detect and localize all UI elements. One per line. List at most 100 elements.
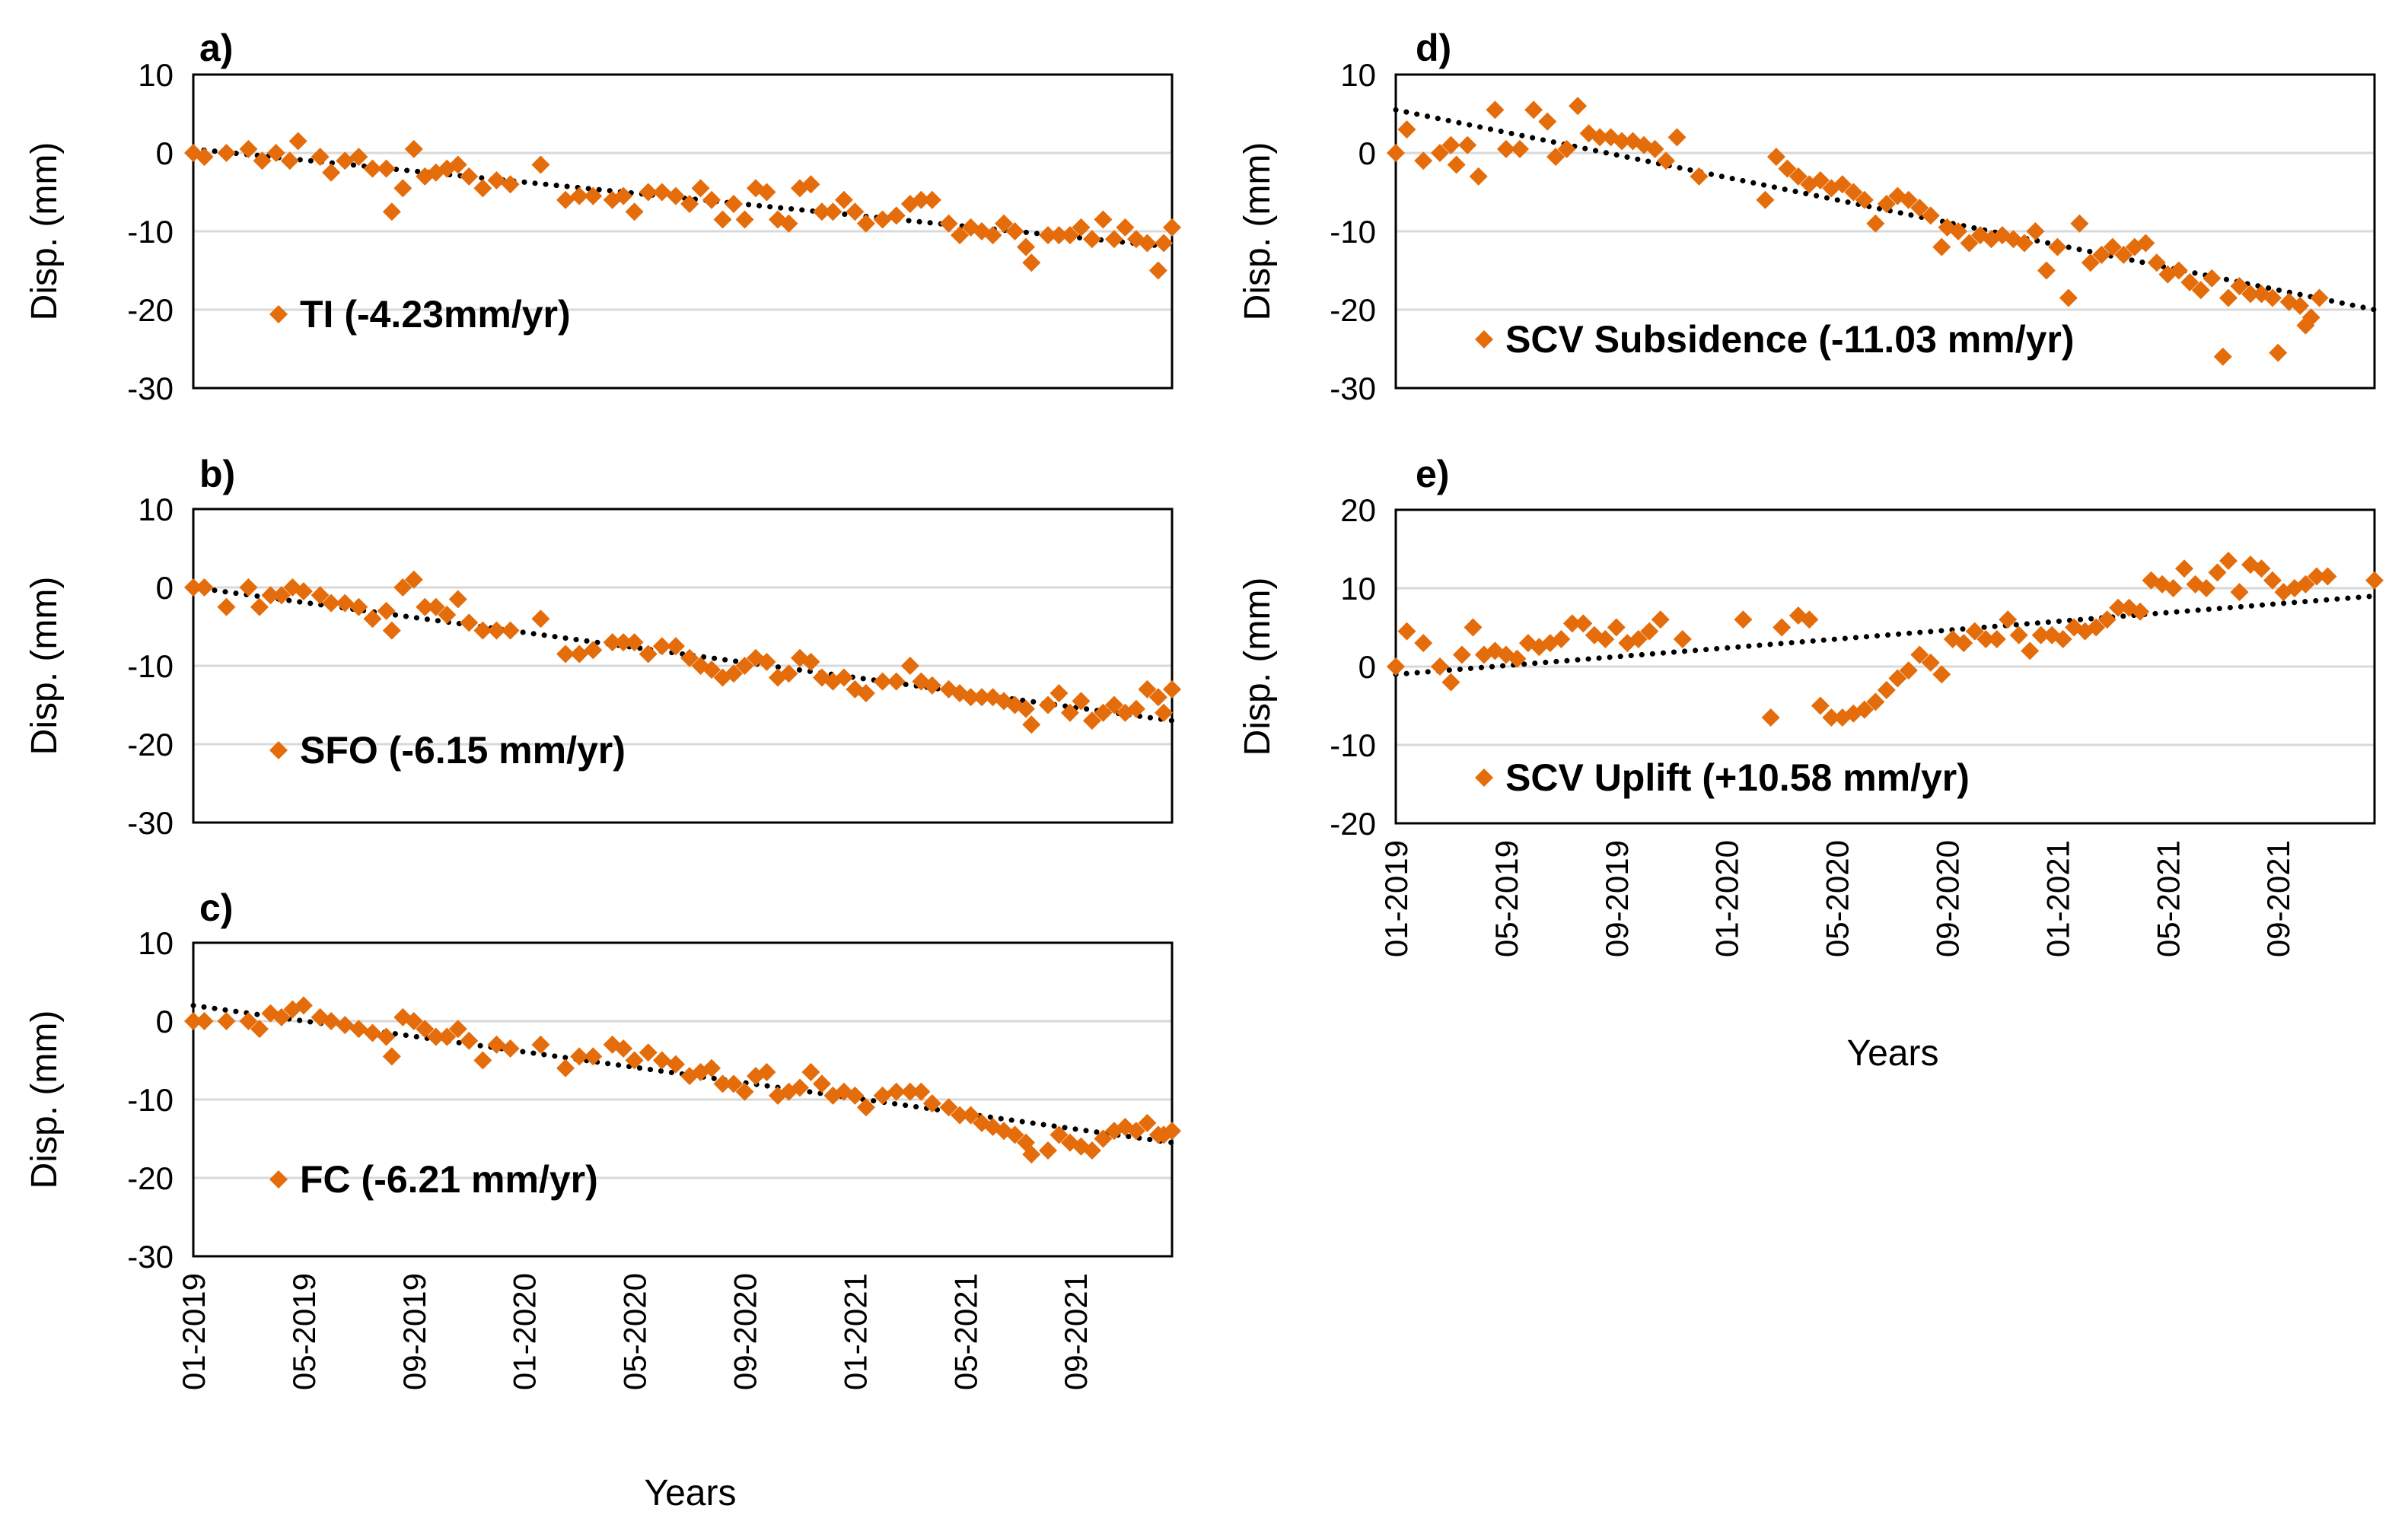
data-point bbox=[834, 190, 853, 209]
data-point bbox=[1017, 699, 1036, 718]
data-point bbox=[2291, 296, 2310, 315]
data-point bbox=[1557, 139, 1576, 158]
data-point bbox=[531, 155, 550, 174]
y-tick-label: -10 bbox=[127, 648, 174, 684]
data-point bbox=[702, 660, 721, 679]
data-point bbox=[1082, 1141, 1101, 1160]
data-point bbox=[1734, 610, 1753, 629]
data-point bbox=[531, 1035, 550, 1054]
data-point bbox=[961, 1106, 980, 1125]
data-point bbox=[311, 586, 330, 605]
data-point bbox=[2048, 237, 2067, 256]
data-point bbox=[195, 578, 214, 597]
data-point bbox=[448, 155, 467, 174]
data-point bbox=[556, 190, 575, 209]
data-point bbox=[1486, 100, 1505, 119]
data-point bbox=[887, 672, 906, 691]
data-point bbox=[614, 186, 633, 205]
data-point bbox=[2092, 245, 2111, 264]
panel-label: b) bbox=[199, 453, 235, 495]
data-point bbox=[1038, 226, 1057, 245]
data-point bbox=[1773, 618, 1792, 637]
data-point bbox=[1138, 679, 1157, 699]
data-point bbox=[812, 1074, 831, 1093]
panel-label: a) bbox=[199, 27, 233, 69]
data-point bbox=[2009, 625, 2028, 644]
data-point bbox=[2109, 598, 2128, 617]
data-point bbox=[951, 1106, 970, 1125]
data-point bbox=[393, 179, 412, 198]
y-tick-label: 10 bbox=[138, 57, 174, 93]
data-point bbox=[1877, 680, 1896, 699]
panel-label: d) bbox=[1416, 27, 1451, 69]
data-point bbox=[639, 183, 658, 202]
data-point bbox=[584, 1047, 603, 1066]
x-tick-label: 05-2021 bbox=[948, 1273, 983, 1390]
y-tick-label: -10 bbox=[1330, 214, 1376, 250]
data-point bbox=[1538, 112, 1557, 131]
data-point bbox=[1833, 175, 1852, 194]
data-point bbox=[217, 597, 236, 616]
y-tick-label: -20 bbox=[127, 292, 174, 328]
legend-marker bbox=[1475, 330, 1493, 348]
data-point bbox=[2087, 618, 2106, 637]
data-point bbox=[1645, 139, 1664, 158]
data-point bbox=[652, 1051, 671, 1070]
data-point bbox=[448, 590, 467, 609]
data-point bbox=[294, 582, 313, 601]
legend-marker bbox=[269, 305, 288, 323]
data-point bbox=[1447, 155, 1466, 174]
x-tick-label: 05-2020 bbox=[1820, 840, 1855, 957]
data-point bbox=[1524, 100, 1543, 119]
data-point bbox=[812, 202, 831, 221]
data-point bbox=[1430, 144, 1449, 162]
data-point bbox=[2263, 288, 2282, 307]
data-point bbox=[382, 621, 401, 640]
data-point bbox=[377, 159, 396, 178]
data-point bbox=[1877, 194, 1896, 213]
data-point bbox=[2219, 288, 2238, 307]
data-point bbox=[460, 1031, 479, 1050]
x-tick-label: 05-2019 bbox=[286, 1273, 322, 1390]
data-point bbox=[426, 597, 445, 616]
data-point bbox=[570, 644, 589, 664]
data-point bbox=[1022, 715, 1041, 734]
data-point bbox=[1960, 234, 1979, 253]
data-point bbox=[702, 1058, 721, 1077]
data-point bbox=[757, 652, 776, 671]
data-point bbox=[1138, 1113, 1157, 1132]
data-point bbox=[725, 664, 744, 683]
data-point bbox=[1788, 167, 1808, 186]
data-point bbox=[438, 1027, 457, 1046]
data-point bbox=[1155, 703, 1174, 722]
data-point bbox=[2015, 234, 2034, 253]
data-point bbox=[1022, 253, 1041, 272]
data-point bbox=[1844, 183, 1863, 202]
data-point bbox=[1899, 190, 1918, 209]
x-tick-label: 09-2021 bbox=[1058, 1273, 1094, 1390]
data-point bbox=[2269, 343, 2288, 362]
data-point bbox=[239, 578, 258, 597]
data-point bbox=[922, 1094, 941, 1113]
data-point bbox=[2131, 602, 2150, 621]
data-point bbox=[1546, 148, 1566, 167]
data-point bbox=[2318, 567, 2337, 586]
data-point bbox=[1469, 167, 1488, 186]
panel-a: 10 0 -10 -20 -30 Disp. (mm) a) TI (-4.23mm/yr) bbox=[24, 27, 1181, 406]
data-point bbox=[1082, 230, 1101, 249]
data-point bbox=[652, 183, 671, 202]
data-point bbox=[1060, 226, 1079, 245]
data-point bbox=[473, 621, 492, 640]
x-tick-label: 01-2020 bbox=[1709, 840, 1745, 957]
data-point bbox=[1640, 622, 1659, 641]
data-point bbox=[1910, 645, 1929, 664]
data-point bbox=[757, 183, 776, 202]
data-point bbox=[1397, 622, 1416, 641]
data-point bbox=[1569, 97, 1588, 116]
data-point bbox=[363, 1023, 382, 1042]
data-point bbox=[639, 1043, 658, 1062]
data-point bbox=[1954, 634, 1973, 653]
y-tick-label: -20 bbox=[127, 727, 174, 762]
data-point bbox=[1657, 151, 1676, 170]
data-point bbox=[1766, 148, 1785, 167]
